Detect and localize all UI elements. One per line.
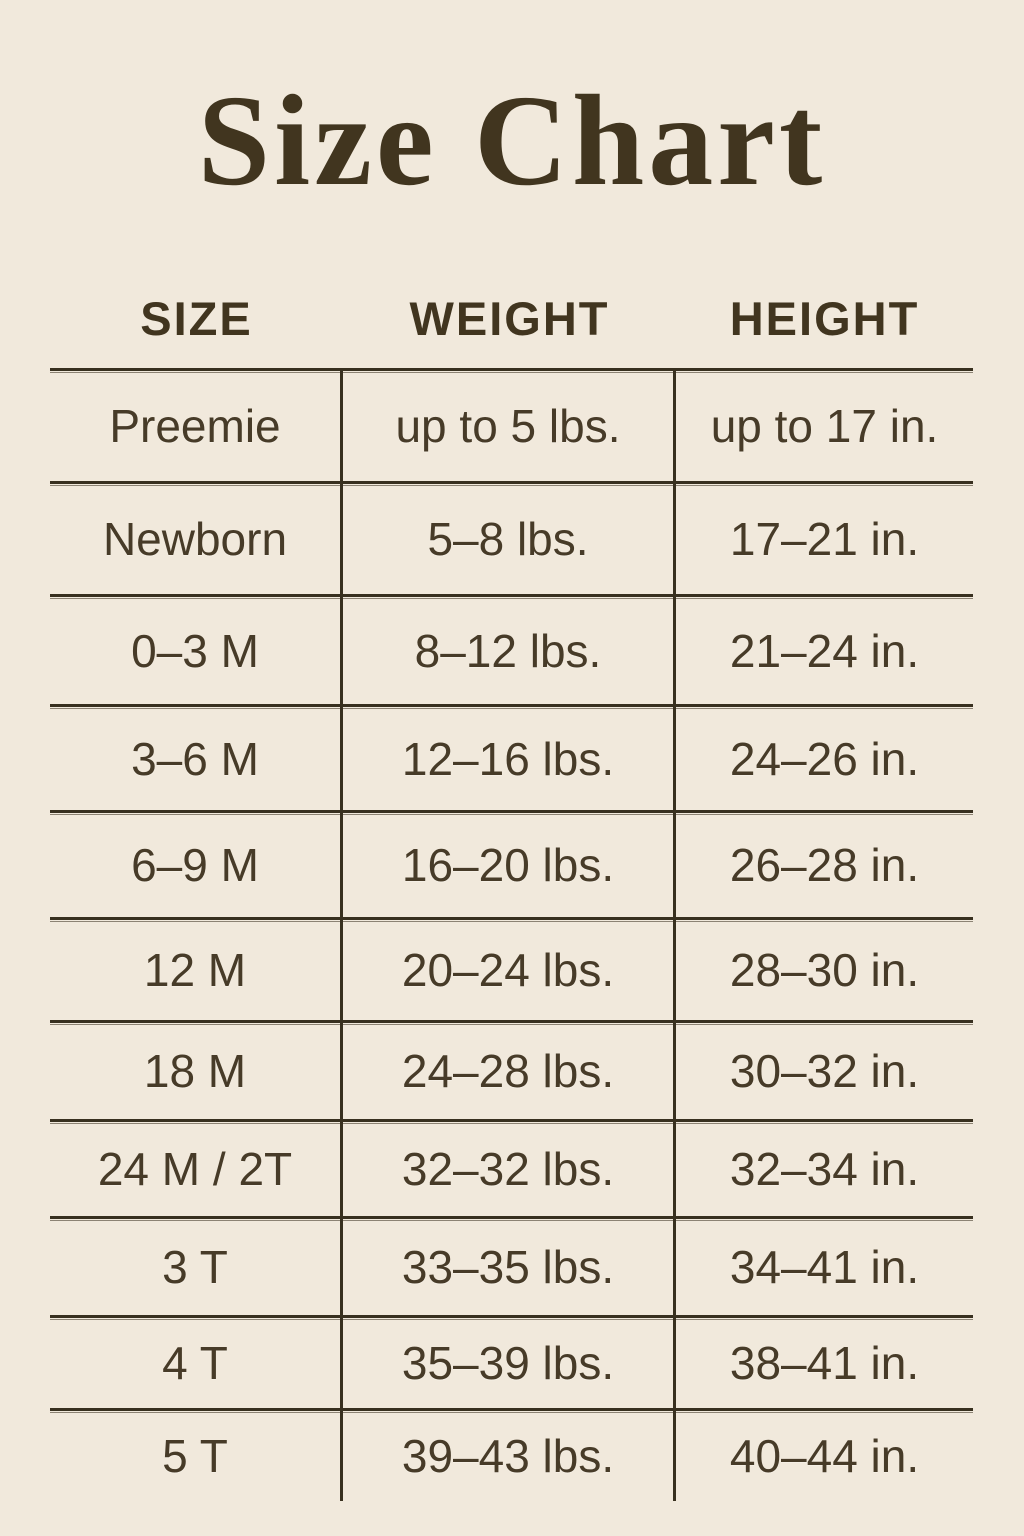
height-cell: 24–26 in. [729,732,920,785]
height-cell: 21–24 in. [729,624,920,677]
column-header-height: HEIGHT [729,291,920,345]
weight-cell: 5–8 lbs. [343,484,676,594]
size-cell: 24 M / 2T [50,1122,343,1216]
height-cell: 32–34 in. [729,1143,920,1195]
weight-cell: 24–28 lbs. [343,1023,676,1119]
table-row: Newborn 5–8 lbs. 17–21 in. [50,481,973,594]
weight-cell: 35–39 lbs. [343,1318,676,1408]
table-row: 0–3 M 8–12 lbs. 21–24 in. [50,594,973,704]
page-title: Size Chart [197,69,827,213]
weight-cell: 16–20 lbs. [343,813,676,917]
size-cell: 6–9 M [50,813,343,917]
column-header-size: SIZE [140,291,253,345]
size-cell: 4 T [50,1318,343,1408]
size-cell: 5 T [50,1411,343,1501]
height-cell: 38–41 in. [729,1337,920,1389]
height-cell: up to 17 in. [710,400,939,452]
table-header-row: SIZE WEIGHT HEIGHT [50,268,973,368]
table-row: 6–9 M 16–20 lbs. 26–28 in. [50,810,973,917]
height-cell: 26–28 in. [729,839,920,891]
weight-cell: 33–35 lbs. [343,1219,676,1315]
size-cell: Newborn [50,484,343,594]
size-cell: 12 M [50,920,343,1020]
size-chart-table: SIZE WEIGHT HEIGHT Preemie up to 5 lbs. … [50,268,973,1501]
table-row: 5 T 39–43 lbs. 40–44 in. [50,1408,973,1501]
height-cell: 30–32 in. [729,1045,920,1097]
column-header-weight: WEIGHT [409,291,610,345]
weight-cell: 8–12 lbs. [343,597,676,704]
size-cell: Preemie [50,371,343,481]
table-row: 3–6 M 12–16 lbs. 24–26 in. [50,704,973,810]
table-row: 12 M 20–24 lbs. 28–30 in. [50,917,973,1020]
table-row: 24 M / 2T 32–32 lbs. 32–34 in. [50,1119,973,1216]
table-body: Preemie up to 5 lbs. up to 17 in. Newbor… [50,368,973,1501]
weight-cell: 20–24 lbs. [343,920,676,1020]
height-cell: 28–30 in. [729,944,920,996]
size-cell: 18 M [50,1023,343,1119]
table-row: Preemie up to 5 lbs. up to 17 in. [50,368,973,481]
weight-cell: up to 5 lbs. [343,371,676,481]
size-cell: 0–3 M [50,597,343,704]
table-row: 3 T 33–35 lbs. 34–41 in. [50,1216,973,1315]
height-cell: 40–44 in. [729,1430,920,1482]
weight-cell: 12–16 lbs. [343,707,676,810]
table-row: 4 T 35–39 lbs. 38–41 in. [50,1315,973,1408]
height-cell: 34–41 in. [729,1241,920,1293]
size-cell: 3 T [50,1219,343,1315]
height-cell: 17–21 in. [729,513,920,565]
size-cell: 3–6 M [50,707,343,810]
table-row: 18 M 24–28 lbs. 30–32 in. [50,1020,973,1119]
weight-cell: 39–43 lbs. [343,1411,676,1501]
weight-cell: 32–32 lbs. [343,1122,676,1216]
